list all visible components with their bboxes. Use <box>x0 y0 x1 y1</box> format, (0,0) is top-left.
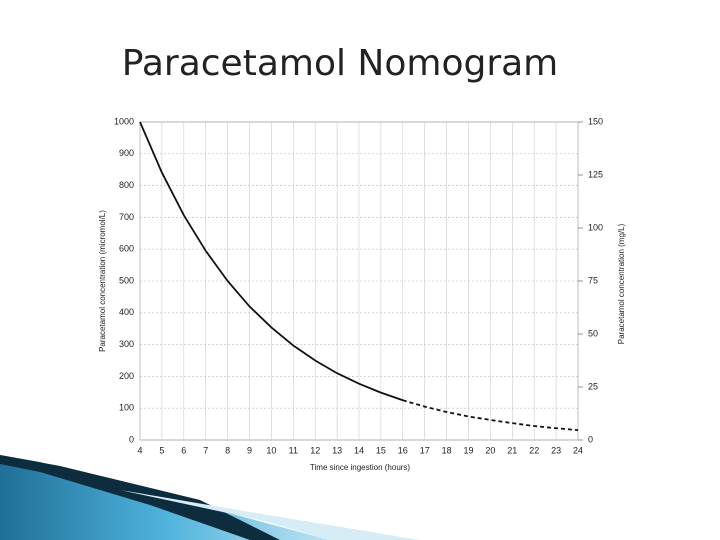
x-tick-label: 22 <box>529 445 539 455</box>
y-tick-label: 900 <box>119 148 134 158</box>
x-tick-label: 24 <box>573 445 583 455</box>
y2-tick-label: 25 <box>588 381 598 391</box>
x-tick-label: 9 <box>247 445 252 455</box>
y2-tick-label: 75 <box>588 275 598 285</box>
line <box>139 121 404 402</box>
x-tick-label: 10 <box>266 445 276 455</box>
x-tick-label: 16 <box>398 445 408 455</box>
x-tick-label: 14 <box>354 445 364 455</box>
x-axis-title: Time since ingestion (hours) <box>310 463 411 472</box>
chart-title: Paracetamol Nomogram <box>122 43 559 84</box>
x-tick-label: 18 <box>442 445 452 455</box>
x-tick-label: 13 <box>332 445 342 455</box>
x-tick-label: 6 <box>181 445 186 455</box>
x-tick-label: 4 <box>137 445 142 455</box>
x-tick-label: 8 <box>225 445 230 455</box>
x-tick-label: 23 <box>551 445 561 455</box>
x-tick-label: 20 <box>485 445 495 455</box>
line <box>402 399 579 432</box>
y-tick-label: 0 <box>129 434 134 444</box>
y2-tick-label: 150 <box>588 116 603 126</box>
y2-axis-title: Paracetamol concentration (mg/L) <box>617 223 626 344</box>
x-tick-label: 5 <box>159 445 164 455</box>
x-tick-label: 11 <box>289 445 298 455</box>
y2-tick-label: 50 <box>588 328 598 338</box>
y-tick-label: 800 <box>119 180 134 190</box>
y-tick-label: 500 <box>119 275 134 285</box>
x-tick-label: 12 <box>310 445 320 455</box>
x-tick-label: 15 <box>376 445 386 455</box>
y-tick-label: 100 <box>119 403 134 413</box>
x-tick-label: 21 <box>507 445 517 455</box>
y-tick-label: 300 <box>119 339 134 349</box>
x-tick-label: 19 <box>463 445 473 455</box>
y-axis-title: Paracetamol concentration (micromol/L) <box>98 210 107 352</box>
x-tick-label: 17 <box>420 445 430 455</box>
y2-tick-label: 0 <box>588 434 593 444</box>
x-tick-label: 7 <box>203 445 208 455</box>
y-tick-label: 200 <box>119 371 134 381</box>
y2-tick-label: 100 <box>588 222 603 232</box>
y2-tick-label: 125 <box>588 169 603 179</box>
y-tick-label: 400 <box>119 307 134 317</box>
decoration <box>0 455 420 540</box>
y-tick-label: 600 <box>119 244 134 254</box>
y-tick-label: 700 <box>119 212 134 222</box>
y-tick-label: 1000 <box>114 116 134 126</box>
